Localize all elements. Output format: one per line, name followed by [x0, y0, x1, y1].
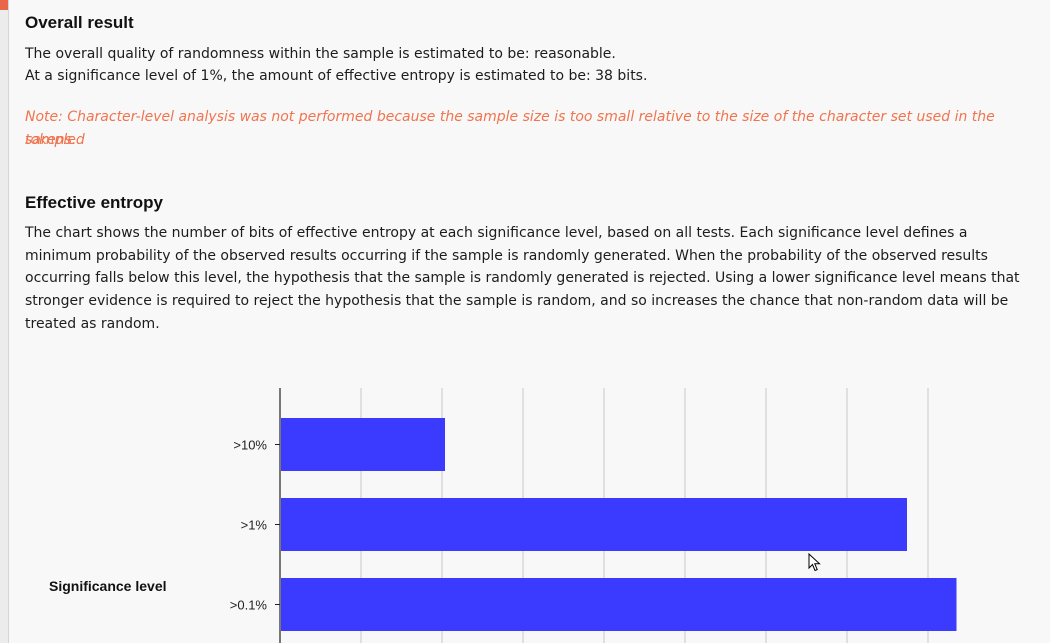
- entropy-desc-line-4: stronger evidence is required to reject …: [25, 293, 1009, 309]
- overall-entropy-text: At a significance level of 1%, the amoun…: [25, 68, 648, 84]
- character-analysis-note-cont: tokens.: [25, 132, 77, 148]
- chart-bar: [281, 578, 957, 631]
- entropy-desc-line-3: occurring falls below this level, the hy…: [25, 270, 1020, 286]
- overall-result-heading: Overall result: [25, 13, 134, 32]
- left-panel-edge: [0, 0, 9, 643]
- left-accent-mark: [0, 0, 8, 10]
- entropy-desc-line-5: treated as random.: [25, 316, 160, 332]
- overall-quality-text: The overall quality of randomness within…: [25, 46, 616, 62]
- entropy-desc-line-1: The chart shows the number of bits of ef…: [25, 225, 968, 241]
- chart-y-axis-title: Significance level: [49, 578, 167, 594]
- chart-bar: [281, 418, 445, 471]
- character-analysis-note: Note: Character-level analysis was not p…: [25, 109, 995, 148]
- chart-category-label: >0.1%: [230, 598, 268, 613]
- effective-entropy-heading: Effective entropy: [25, 193, 163, 212]
- chart-category-label: >1%: [241, 518, 268, 533]
- entropy-desc-line-2: minimum probability of the observed resu…: [25, 248, 988, 264]
- mouse-cursor-icon: [808, 553, 821, 572]
- chart-bar: [281, 498, 907, 551]
- chart-category-label: >10%: [233, 438, 267, 453]
